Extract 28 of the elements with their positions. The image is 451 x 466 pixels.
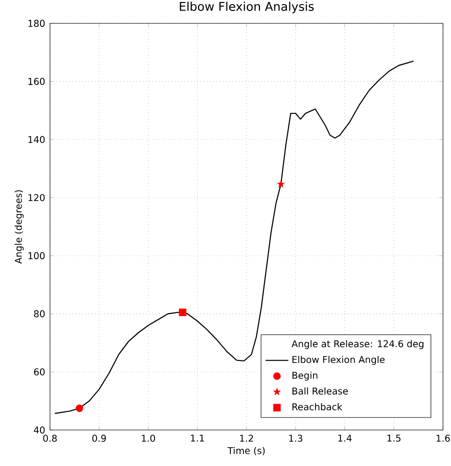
y-tick-label: 160 — [28, 78, 45, 85]
x-tick-label: 1.1 — [190, 434, 204, 442]
legend-label: Ball Release — [292, 387, 348, 395]
x-tick-label: 1.4 — [338, 434, 352, 442]
legend-title: Angle at Release: 124.6 deg — [292, 340, 424, 350]
y-tick-label: 80 — [34, 310, 45, 318]
legend-label: Reachback — [292, 403, 342, 410]
y-tick-label: 120 — [28, 194, 45, 202]
legend-label: Begin — [292, 372, 318, 381]
legend-label: Elbow Flexion Angle — [292, 356, 385, 365]
x-tick-label: 1.6 — [436, 434, 450, 442]
y-tick-label: 60 — [34, 368, 45, 376]
x-tick-label: 0.8 — [43, 434, 57, 442]
y-tick-label: 100 — [28, 252, 45, 260]
x-tick-label: 1.5 — [387, 434, 400, 442]
x-axis-title: Time (s) — [227, 446, 265, 456]
x-tick-label: 1.2 — [240, 434, 253, 442]
x-tick-label: 1.3 — [289, 434, 302, 442]
x-tick-label: 1.0 — [142, 434, 156, 442]
y-tick-label: 140 — [28, 136, 45, 144]
y-axis-title: Angle (degrees) — [14, 190, 24, 264]
point — [178, 308, 186, 316]
point — [277, 180, 284, 188]
y-tick-label: 40 — [34, 426, 45, 434]
y-tick-label: 180 — [28, 20, 45, 27]
x-tick-label: 0.9 — [92, 434, 106, 442]
point — [76, 404, 84, 412]
chart-title: Elbow Flexion Analysis — [180, 2, 314, 14]
